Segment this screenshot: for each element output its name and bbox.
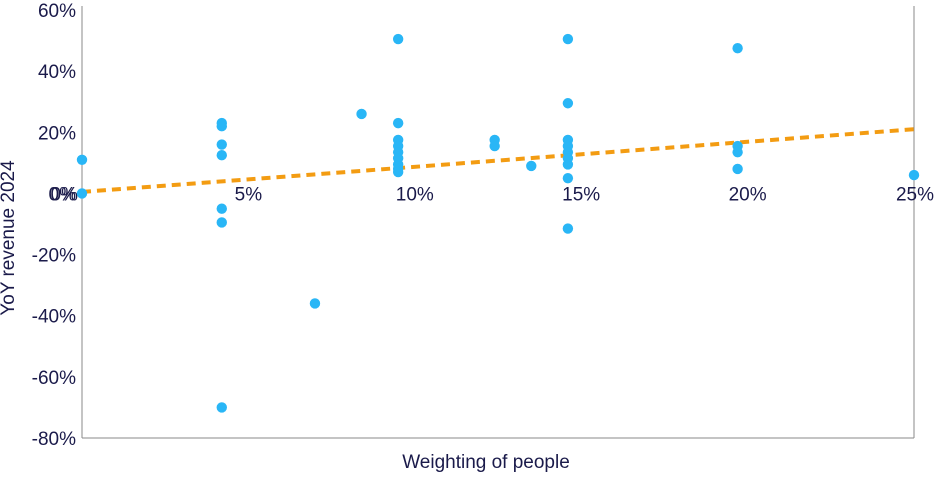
data-point — [392, 166, 404, 178]
y-axis-title: YoY revenue 2024 — [0, 160, 19, 316]
y-tick-label: 20% — [38, 123, 76, 144]
y-tick-label: -80% — [32, 429, 76, 450]
x-tick-label: 5% — [235, 184, 263, 205]
data-point — [216, 217, 227, 228]
data-point — [216, 139, 227, 150]
x-tick-label: 15% — [562, 184, 600, 205]
data-point — [562, 98, 574, 109]
x-tick-label: 25% — [896, 184, 934, 205]
data-points — [76, 33, 920, 413]
data-point — [216, 150, 227, 161]
trendline — [81, 127, 915, 194]
data-point — [392, 117, 404, 129]
data-point — [562, 159, 574, 170]
axes — [81, 6, 915, 439]
data-point — [732, 163, 743, 175]
data-point — [392, 33, 404, 45]
data-point — [562, 172, 574, 184]
data-point — [908, 169, 920, 181]
data-point — [562, 33, 574, 45]
data-point — [732, 146, 743, 158]
y-tick-label: 0% — [49, 184, 77, 205]
y-tick-label: 40% — [38, 62, 76, 83]
data-point — [216, 120, 227, 132]
y-tick-label: -40% — [32, 307, 76, 328]
data-point — [76, 154, 88, 165]
y-tick-label: 60% — [38, 1, 76, 22]
data-point — [526, 160, 537, 172]
y-tick-labels: 60% 40% 20% 0% -20% -40% -60% -80% — [32, 1, 76, 450]
y-tick-label: -60% — [32, 368, 76, 389]
data-point — [309, 298, 321, 309]
x-tick-label: 10% — [396, 184, 434, 205]
trendline-group — [81, 127, 915, 194]
data-point — [76, 188, 88, 199]
x-tick-label: 20% — [729, 184, 767, 205]
data-point — [732, 43, 743, 54]
x-axis-title: Weighting of people — [402, 452, 570, 473]
data-point — [489, 140, 500, 152]
x-tick-label: 0% — [51, 184, 79, 205]
data-point — [562, 223, 574, 234]
x-tick-labels: 0% 5% 10% 15% 20% 25% — [51, 184, 935, 205]
data-point — [356, 108, 367, 120]
y-tick-label: -20% — [32, 246, 76, 267]
data-point — [216, 402, 227, 413]
data-point — [216, 203, 227, 214]
